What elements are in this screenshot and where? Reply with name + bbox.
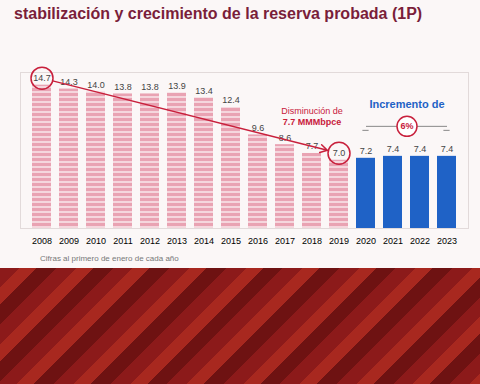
svg-text:Disminución de: Disminución de xyxy=(281,106,343,116)
svg-text:7.4: 7.4 xyxy=(387,144,400,154)
svg-text:9.6: 9.6 xyxy=(251,122,265,133)
svg-text:8.6: 8.6 xyxy=(278,132,292,143)
svg-text:2019: 2019 xyxy=(329,236,349,246)
svg-text:2008: 2008 xyxy=(32,236,52,246)
html-text:stabilización y crecimiento de: stabilización y crecimiento de la reserv… xyxy=(14,5,423,22)
svg-text:7.4: 7.4 xyxy=(441,144,454,154)
svg-text:2014: 2014 xyxy=(194,236,214,246)
svg-text:2022: 2022 xyxy=(410,236,430,246)
svg-text:Incremento de: Incremento de xyxy=(369,98,444,110)
svg-text:2023: 2023 xyxy=(437,236,457,246)
svg-text:13.8: 13.8 xyxy=(114,82,132,92)
svg-text:2020: 2020 xyxy=(356,236,376,246)
svg-text:7.2: 7.2 xyxy=(360,146,373,156)
svg-text:13.8: 13.8 xyxy=(141,82,159,92)
svg-text:14.0: 14.0 xyxy=(87,80,105,90)
svg-text:2015: 2015 xyxy=(221,236,241,246)
svg-text:2010: 2010 xyxy=(86,236,106,246)
svg-text:2021: 2021 xyxy=(383,236,403,246)
svg-text:2017: 2017 xyxy=(275,236,295,246)
svg-text:13.4: 13.4 xyxy=(195,86,213,96)
svg-text:2013: 2013 xyxy=(167,236,187,246)
svg-text:14.3: 14.3 xyxy=(60,77,78,87)
svg-text:2012: 2012 xyxy=(140,236,160,246)
svg-text:13.9: 13.9 xyxy=(168,81,186,91)
svg-text:7.7 MMMbpce: 7.7 MMMbpce xyxy=(283,117,342,127)
svg-text:7.0: 7.0 xyxy=(333,148,346,158)
html-text:Cifras al primero de enero de: Cifras al primero de enero de cada año xyxy=(40,254,179,263)
svg-text:2016: 2016 xyxy=(248,236,268,246)
svg-text:2011: 2011 xyxy=(113,236,132,246)
svg-text:6%: 6% xyxy=(400,121,413,131)
svg-text:12.4: 12.4 xyxy=(222,95,240,105)
svg-text:2009: 2009 xyxy=(59,236,79,246)
svg-text:7.7: 7.7 xyxy=(305,141,319,152)
svg-text:7.4: 7.4 xyxy=(414,144,427,154)
svg-text:2018: 2018 xyxy=(302,236,322,246)
svg-text:14.7: 14.7 xyxy=(33,73,51,83)
